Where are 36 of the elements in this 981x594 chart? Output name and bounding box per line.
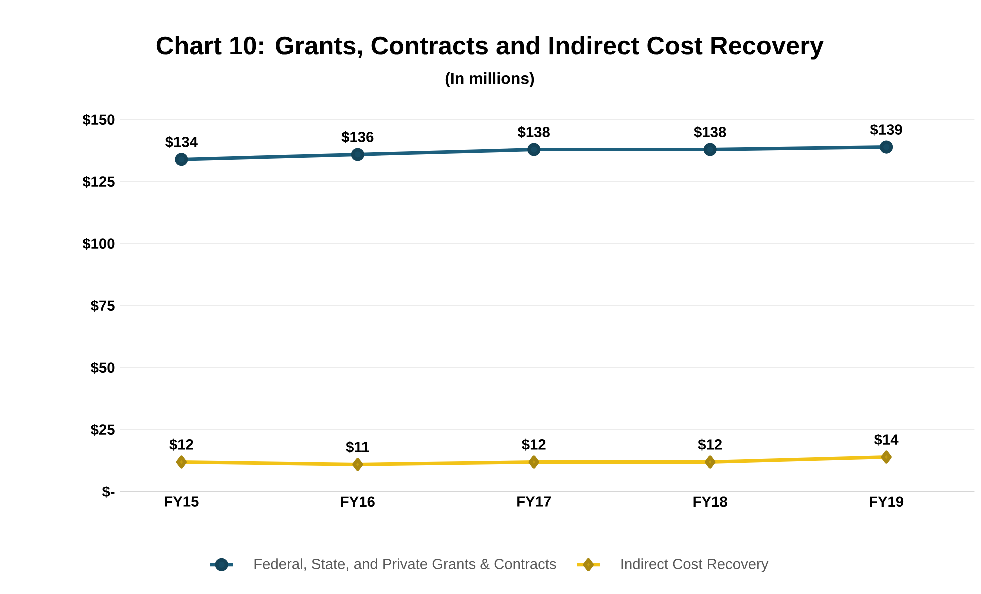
- point: [528, 456, 540, 469]
- y-tick-label: $150: [82, 114, 115, 126]
- data-label: $136: [342, 131, 374, 144]
- point: [528, 143, 541, 156]
- y-tick-label: $125: [82, 176, 115, 188]
- legend-label: Federal, State, and Private Grants & Contracts: [254, 558, 556, 572]
- x-tick-label: FY19: [870, 496, 904, 508]
- chart-title: Chart 10: Grants, Contracts and Indirect Cost Recovery: [156, 36, 824, 60]
- y-tick-label: $25: [91, 424, 115, 436]
- point: [175, 153, 188, 166]
- data-label: $139: [870, 124, 902, 136]
- point: [704, 143, 717, 156]
- x-tick-label: FY16: [341, 496, 375, 508]
- y-tick-label: $75: [91, 300, 115, 312]
- point: [881, 450, 892, 464]
- y-tick-label: $-: [102, 486, 115, 498]
- y-tick-label: $100: [82, 238, 115, 250]
- x-tick-label: FY18: [694, 496, 728, 508]
- data-label: $11: [346, 441, 370, 454]
- x-tick-label: FY17: [518, 496, 552, 507]
- data-label: $138: [694, 126, 726, 138]
- y-tick-label: $50: [91, 362, 115, 374]
- data-label: $12: [522, 438, 546, 451]
- data-label: $138: [518, 126, 550, 138]
- data-label: $134: [166, 136, 198, 148]
- legend-label: Indirect Cost Recovery: [622, 558, 769, 572]
- data-label: $12: [698, 438, 722, 451]
- point: [351, 148, 364, 162]
- point: [352, 458, 364, 472]
- point: [880, 140, 894, 154]
- x-tick-label: FY15: [165, 496, 199, 507]
- data-label: $12: [170, 438, 194, 451]
- point: [176, 456, 188, 469]
- point: [705, 456, 716, 469]
- chart-subtitle: (In millions): [446, 72, 534, 88]
- data-label: $14: [874, 434, 899, 446]
